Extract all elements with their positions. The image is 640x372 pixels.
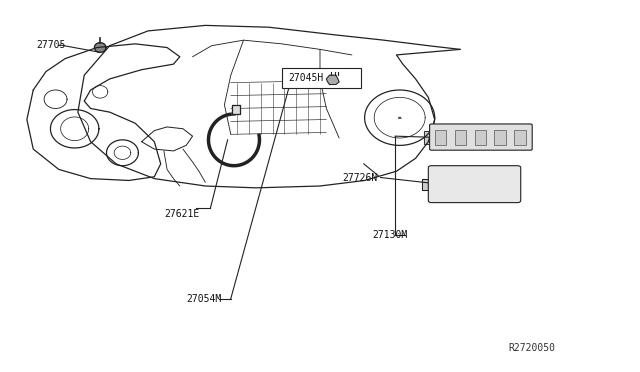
FancyBboxPatch shape	[429, 124, 532, 150]
Polygon shape	[232, 105, 241, 114]
Polygon shape	[95, 43, 106, 52]
Bar	[515, 130, 526, 145]
Text: 27054M: 27054M	[186, 294, 221, 304]
Text: 27705: 27705	[36, 40, 66, 50]
Bar	[454, 130, 466, 145]
Bar	[495, 130, 506, 145]
Text: R2720050: R2720050	[509, 343, 556, 353]
FancyBboxPatch shape	[428, 166, 521, 203]
Text: 27726N: 27726N	[342, 173, 378, 183]
Polygon shape	[424, 131, 431, 144]
Text: 27621E: 27621E	[164, 209, 199, 219]
Bar	[474, 130, 486, 145]
Text: 27130M: 27130M	[372, 230, 408, 240]
Bar	[282, 68, 362, 88]
Text: 27045H: 27045H	[288, 73, 323, 83]
Polygon shape	[422, 179, 431, 190]
Polygon shape	[326, 75, 339, 84]
Bar	[435, 130, 446, 145]
